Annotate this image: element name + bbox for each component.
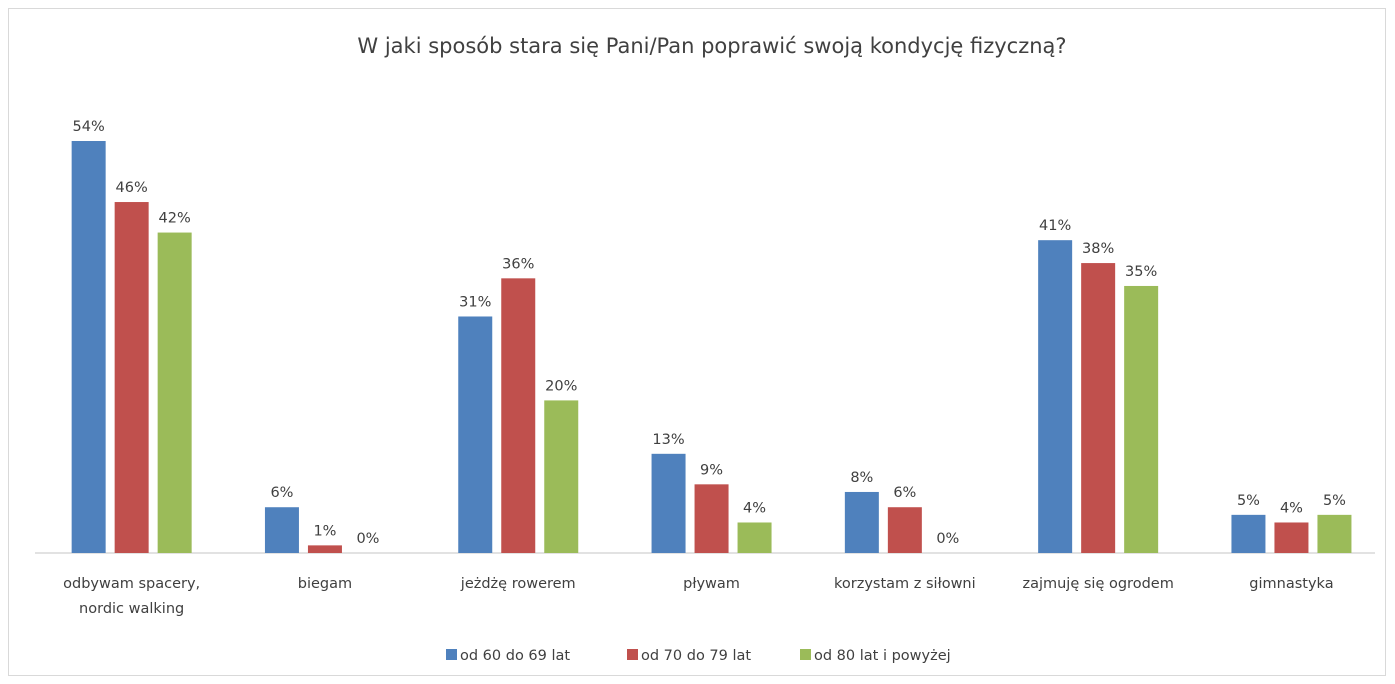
data-label: 1% bbox=[313, 523, 336, 539]
bar-3-series-1 bbox=[458, 316, 493, 553]
legend-swatch bbox=[800, 649, 811, 660]
category-label: gimnastyka bbox=[1249, 576, 1333, 592]
data-label: 42% bbox=[159, 211, 191, 227]
legend-label: od 70 do 79 lat bbox=[641, 648, 751, 664]
bar-1-series-3 bbox=[157, 232, 192, 554]
data-label: 13% bbox=[652, 432, 684, 448]
bars-layer bbox=[71, 141, 1352, 554]
data-label: 41% bbox=[1039, 218, 1071, 234]
chart-title: W jaki sposób stara się Pani/Pan poprawi… bbox=[357, 34, 1066, 58]
legend-item: od 70 do 79 lat bbox=[627, 648, 751, 664]
legend-item: od 80 lat i powyżej bbox=[800, 648, 951, 664]
data-label: 0% bbox=[356, 531, 379, 547]
data-label: 54% bbox=[73, 119, 105, 135]
bar-3-series-2 bbox=[501, 278, 536, 553]
bar-4-series-1 bbox=[651, 453, 686, 553]
legend-swatch bbox=[627, 649, 638, 660]
data-label: 20% bbox=[545, 378, 577, 394]
category-label: nordic walking bbox=[79, 601, 184, 617]
data-label: 5% bbox=[1323, 493, 1346, 509]
bar-6-series-1 bbox=[1038, 240, 1073, 553]
bar-7-series-2 bbox=[1274, 522, 1309, 553]
category-label: jeżdżę rowerem bbox=[460, 576, 576, 592]
bar-1-series-2 bbox=[114, 202, 149, 553]
data-label: 46% bbox=[116, 180, 148, 196]
category-label: odbywam spacery, bbox=[63, 576, 200, 592]
bar-3-series-3 bbox=[544, 400, 579, 553]
data-label: 0% bbox=[936, 531, 959, 547]
category-label: pływam bbox=[683, 576, 740, 592]
data-labels-layer: 54% 46% 42% 6% 1% 0% 31% 36% 20% 13% 9% 4% 8% 6% 0% 41%… bbox=[73, 119, 1346, 547]
data-label: 4% bbox=[743, 500, 766, 516]
legend-label: od 80 lat i powyżej bbox=[814, 648, 951, 664]
bar-7-series-1 bbox=[1231, 514, 1266, 553]
legend-item: od 60 do 69 lat bbox=[446, 648, 570, 664]
bar-6-series-3 bbox=[1124, 285, 1159, 553]
bar-2-series-2 bbox=[307, 545, 342, 553]
bar-7-series-3 bbox=[1317, 514, 1352, 553]
category-label: korzystam z siłowni bbox=[834, 576, 976, 592]
legend: od 60 do 69 lat od 70 do 79 lat od 80 lat … bbox=[446, 648, 951, 664]
category-label: zajmuję się ogrodem bbox=[1022, 576, 1173, 592]
category-label: biegam bbox=[298, 576, 352, 592]
data-label: 38% bbox=[1082, 241, 1114, 257]
category-labels-layer: odbywam spacery, nordic walking biegam jeżd… bbox=[63, 576, 1333, 617]
data-label: 5% bbox=[1237, 493, 1260, 509]
data-label: 35% bbox=[1125, 264, 1157, 280]
bar-5-series-1 bbox=[844, 491, 879, 553]
data-label: 31% bbox=[459, 294, 491, 310]
bar-6-series-2 bbox=[1081, 263, 1116, 553]
data-label: 36% bbox=[502, 256, 534, 272]
bar-5-series-2 bbox=[887, 507, 922, 553]
data-label: 9% bbox=[700, 462, 723, 478]
legend-swatch bbox=[446, 649, 457, 660]
bar-2-series-1 bbox=[264, 507, 299, 553]
bar-4-series-3 bbox=[737, 522, 772, 553]
data-label: 8% bbox=[850, 470, 873, 486]
data-label: 4% bbox=[1280, 500, 1303, 516]
legend-label: od 60 do 69 lat bbox=[460, 648, 570, 664]
data-label: 6% bbox=[893, 485, 916, 501]
bar-4-series-2 bbox=[694, 484, 729, 553]
bar-1-series-1 bbox=[71, 141, 106, 553]
data-label: 6% bbox=[270, 485, 293, 501]
